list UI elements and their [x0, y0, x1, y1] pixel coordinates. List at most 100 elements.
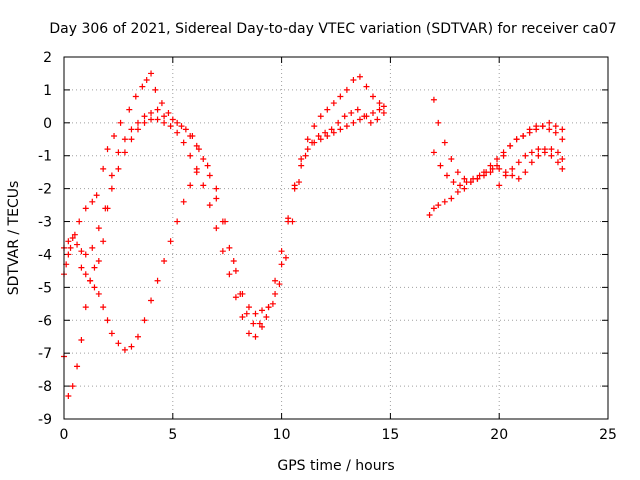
data-point	[350, 119, 357, 126]
data-point	[430, 96, 437, 103]
data-point	[356, 73, 363, 80]
data-point	[161, 113, 168, 120]
data-point	[67, 244, 74, 251]
data-point	[487, 162, 494, 169]
data-point	[496, 165, 503, 172]
y-tick-label: 1	[43, 83, 52, 99]
data-point	[256, 320, 263, 327]
data-point	[232, 267, 239, 274]
data-point	[158, 100, 165, 107]
data-point	[541, 146, 548, 153]
x-tick-label: 25	[599, 427, 617, 443]
data-point	[232, 294, 239, 301]
data-point	[548, 152, 555, 159]
data-point	[213, 195, 220, 202]
data-point	[121, 149, 128, 156]
data-point	[507, 142, 514, 149]
data-point	[291, 185, 298, 192]
data-point	[174, 129, 181, 136]
data-point	[324, 106, 331, 113]
data-point	[91, 284, 98, 291]
data-point	[82, 205, 89, 212]
y-tick-label: -2	[38, 182, 52, 198]
data-point	[363, 83, 370, 90]
data-point	[356, 116, 363, 123]
data-point	[178, 123, 185, 130]
data-point	[115, 149, 122, 156]
data-point	[182, 126, 189, 133]
data-point	[426, 211, 433, 218]
data-point	[95, 225, 102, 232]
data-point	[509, 172, 516, 179]
data-point	[121, 136, 128, 143]
data-point	[239, 313, 246, 320]
data-point	[272, 290, 279, 297]
y-tick-label: -5	[38, 280, 52, 296]
data-point	[259, 323, 266, 330]
data-point	[108, 330, 115, 337]
data-point	[104, 317, 111, 324]
data-point	[559, 136, 566, 143]
data-point	[65, 251, 72, 258]
data-point	[533, 126, 540, 133]
data-point	[180, 139, 187, 146]
data-point	[148, 297, 155, 304]
data-point	[128, 126, 135, 133]
y-tick-label: -9	[38, 412, 52, 428]
x-tick-label: 0	[60, 427, 69, 443]
data-point	[226, 271, 233, 278]
data-point	[513, 136, 520, 143]
data-point	[180, 198, 187, 205]
data-point	[91, 264, 98, 271]
series-7	[430, 146, 566, 189]
data-point	[435, 119, 442, 126]
x-tick-label: 5	[168, 427, 177, 443]
data-point	[546, 119, 553, 126]
data-point	[341, 113, 348, 120]
data-point	[535, 146, 542, 153]
series-3	[61, 106, 383, 340]
data-point	[430, 149, 437, 156]
series-1	[61, 70, 387, 317]
data-point	[461, 185, 468, 192]
y-axis-label: SDTVAR / TECUs	[6, 181, 22, 296]
data-point	[95, 290, 102, 297]
series-2	[61, 106, 387, 399]
data-point	[169, 116, 176, 123]
data-point	[222, 218, 229, 225]
data-point	[463, 179, 470, 186]
data-point	[363, 113, 370, 120]
data-point	[213, 185, 220, 192]
data-point	[134, 126, 141, 133]
data-point	[376, 100, 383, 107]
data-point	[496, 182, 503, 189]
data-point	[100, 238, 107, 245]
data-point	[317, 113, 324, 120]
data-point	[148, 109, 155, 116]
data-point	[269, 300, 276, 307]
data-point	[141, 317, 148, 324]
data-point	[104, 146, 111, 153]
data-point	[296, 179, 303, 186]
data-point	[528, 149, 535, 156]
data-point	[250, 320, 257, 327]
data-point	[82, 304, 89, 311]
data-point	[441, 198, 448, 205]
y-tick-label: -6	[38, 313, 52, 329]
data-point	[470, 175, 477, 182]
data-point	[132, 93, 139, 100]
data-point	[369, 109, 376, 116]
data-point	[546, 126, 553, 133]
data-point	[502, 172, 509, 179]
y-tick-label: 0	[43, 116, 52, 132]
data-point	[78, 248, 85, 255]
data-point	[213, 225, 220, 232]
data-point	[100, 304, 107, 311]
data-point	[430, 205, 437, 212]
data-point	[121, 346, 128, 353]
data-point	[102, 205, 109, 212]
data-point	[141, 119, 148, 126]
data-point	[535, 152, 542, 159]
data-point	[324, 132, 331, 139]
